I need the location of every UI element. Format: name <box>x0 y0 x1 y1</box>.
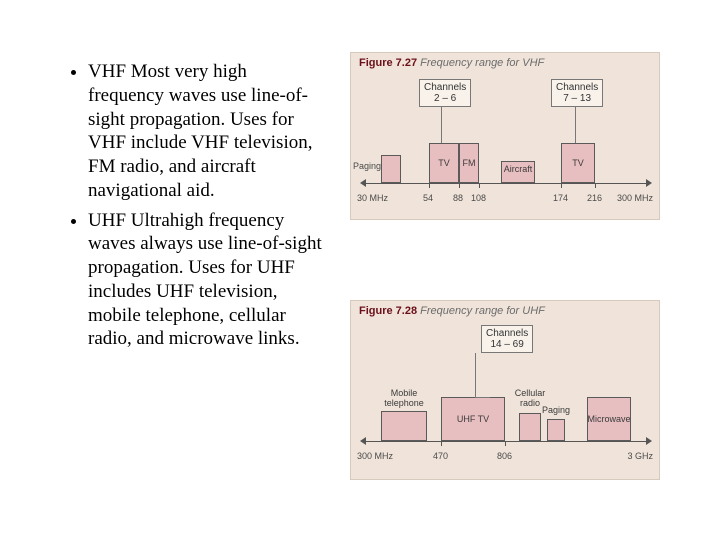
vhf-tick-108: 108 <box>471 193 486 203</box>
vhf-callout-ch713-line <box>575 107 577 143</box>
figure-vhf: Figure 7.27 Frequency range for VHF 30 M… <box>350 52 660 220</box>
vhf-block-fm-label: FM <box>463 159 476 169</box>
uhf-block-paging-label: Paging <box>542 406 570 416</box>
vhf-tick-88: 88 <box>453 193 463 203</box>
vhf-block-paging <box>381 155 401 183</box>
vhf-tick-216: 216 <box>587 193 602 203</box>
uhf-block-cell <box>519 413 541 441</box>
uhf-tick-806: 806 <box>497 451 512 461</box>
vhf-block-tv1-label: TV <box>438 159 450 169</box>
figure-uhf: Figure 7.28 Frequency range for UHF 300 … <box>350 300 660 480</box>
slide: VHF Most very high frequency waves use l… <box>0 0 720 540</box>
vhf-block-paging-label: Paging <box>353 161 381 171</box>
vhf-axis-arrow-left <box>360 179 366 187</box>
uhf-axis-arrow-right <box>646 437 652 445</box>
figure-vhf-title: Figure 7.27 Frequency range for VHF <box>359 57 544 69</box>
text-column: VHF Most very high frequency waves use l… <box>70 60 325 357</box>
uhf-axis-arrow-left <box>360 437 366 445</box>
bullet-vhf: VHF Most very high frequency waves use l… <box>88 60 325 203</box>
uhf-axis <box>366 441 646 442</box>
vhf-axis-arrow-right <box>646 179 652 187</box>
vhf-tick-54: 54 <box>423 193 433 203</box>
uhf-xend: 3 GHz <box>627 451 653 461</box>
vhf-axis <box>366 183 646 184</box>
vhf-block-aircraft-label: Aircraft <box>504 165 533 175</box>
uhf-block-uhftv-label: UHF TV <box>457 415 489 425</box>
uhf-block-mobile <box>381 411 427 441</box>
uhf-block-paging <box>547 419 565 441</box>
vhf-block-tv2-label: TV <box>572 159 584 169</box>
uhf-block-micro-label: Microwave <box>587 415 630 425</box>
uhf-block-mobile-label: Mobile telephone <box>384 389 424 409</box>
uhf-block-cell-label: Cellular radio <box>515 389 546 409</box>
uhf-callout-ch1469-line <box>475 353 490 398</box>
uhf-callout-ch1469: Channels 14 – 69 <box>481 325 533 353</box>
bullet-uhf: UHF Ultrahigh frequency waves always use… <box>88 209 325 352</box>
vhf-xstart: 30 MHz <box>357 193 388 203</box>
vhf-callout-ch26: Channels 2 – 6 <box>419 79 471 107</box>
uhf-tick-470: 470 <box>433 451 448 461</box>
vhf-callout-ch713: Channels 7 – 13 <box>551 79 603 107</box>
vhf-callout-ch26-line <box>441 107 443 143</box>
vhf-xend: 300 MHz <box>617 193 653 203</box>
figure-uhf-title: Figure 7.28 Frequency range for UHF <box>359 305 545 317</box>
uhf-xstart: 300 MHz <box>357 451 393 461</box>
vhf-tick-174: 174 <box>553 193 568 203</box>
